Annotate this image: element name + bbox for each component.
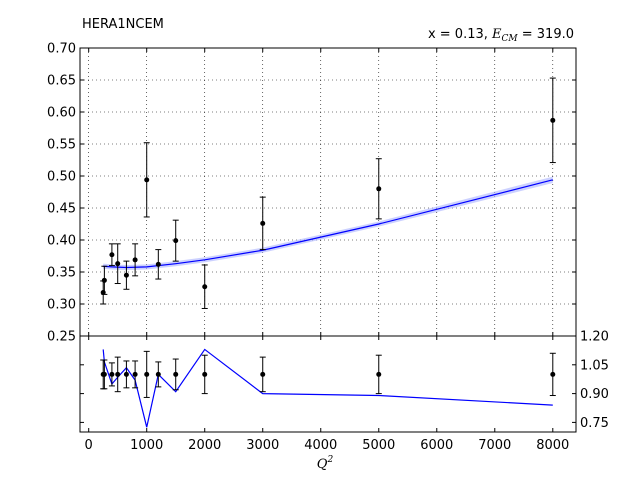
x-tick-label: 6000 [420, 438, 453, 453]
bottom-panel: 0.75 0.90 1.05 1.20 0 1000 2000 3000 4000 5000 60… [79, 48, 609, 453]
top-theory-line [103, 179, 553, 269]
subtitle-ecm-symbol: E [491, 27, 502, 42]
chart-subtitle: x = 0.13, ECM = 319.0 [428, 27, 574, 44]
bottom-plot-frame [79, 335, 577, 433]
data-point [123, 272, 129, 278]
ratio-point [144, 371, 150, 377]
data-point [202, 284, 208, 290]
data-point [376, 186, 382, 192]
data-point [173, 238, 179, 244]
x-tick-label: 0 [85, 438, 93, 453]
data-point [144, 177, 150, 183]
ratio-point [123, 371, 129, 377]
subtitle-prefix: x = 0.13, [428, 27, 492, 42]
y-tick-label: 0.25 [47, 330, 76, 345]
ratio-point [155, 371, 161, 377]
x-tick-label: 4000 [304, 438, 337, 453]
ratio-tick-label: 1.20 [580, 330, 609, 345]
ratio-tick-label: 1.05 [580, 358, 609, 373]
chart-title: HERA1NCEM [82, 17, 164, 32]
bottom-data-points [100, 350, 556, 398]
y-tick-label: 0.65 [47, 74, 76, 89]
y-tick-label: 0.55 [47, 138, 76, 153]
ratio-tick-label: 0.90 [580, 387, 609, 402]
top-data-points [100, 77, 556, 309]
y-tick-label: 0.45 [47, 202, 76, 217]
top-y-ticks: 0.25 0.30 0.35 0.40 0.45 0.50 0.55 0.60 0.65 0.70 [47, 42, 576, 345]
bottom-theory-line [102, 348, 553, 428]
data-point [260, 220, 266, 226]
x-axis-label: Q2 [317, 455, 334, 472]
subtitle-ecm-sub: CM [502, 34, 519, 44]
subtitle-suffix: = 319.0 [518, 27, 574, 42]
x-tick-label: 2000 [188, 438, 221, 453]
ratio-point [115, 371, 121, 377]
data-point [101, 277, 107, 283]
x-tick-label: 1000 [130, 438, 163, 453]
data-point [550, 117, 556, 123]
ratio-point [101, 371, 107, 377]
ratio-point [173, 371, 179, 377]
bottom-y-ticks: 0.75 0.90 1.05 1.20 [80, 330, 609, 431]
top-theory-band [103, 176, 553, 271]
top-panel: 0.25 0.30 0.35 0.40 0.45 0.50 0.55 0.60 0.65 0.70 [47, 42, 577, 345]
x-tick-label: 8000 [536, 438, 569, 453]
data-point [109, 252, 115, 258]
y-tick-label: 0.70 [47, 42, 76, 57]
x-ticks: 0 1000 2000 3000 4000 5000 6000 7000 8000 [85, 48, 569, 453]
ratio-point [376, 371, 382, 377]
y-tick-label: 0.40 [47, 234, 76, 249]
ratio-point [550, 371, 556, 377]
data-point [155, 261, 161, 267]
ratio-point [202, 371, 208, 377]
data-point [115, 261, 121, 267]
y-tick-label: 0.60 [47, 106, 76, 121]
x-tick-label: 5000 [362, 438, 395, 453]
ratio-point [109, 371, 115, 377]
x-tick-label: 3000 [246, 438, 279, 453]
ratio-point [132, 371, 138, 377]
x-tick-label: 7000 [478, 438, 511, 453]
ratio-curve [102, 348, 553, 428]
y-tick-label: 0.30 [47, 298, 76, 313]
ratio-tick-label: 0.75 [580, 416, 609, 431]
ratio-point [260, 371, 266, 377]
theory-curve [103, 179, 553, 269]
theory-uncertainty-band [103, 176, 553, 271]
y-tick-label: 0.35 [47, 266, 76, 281]
data-point [132, 257, 138, 263]
y-tick-label: 0.50 [47, 170, 76, 185]
